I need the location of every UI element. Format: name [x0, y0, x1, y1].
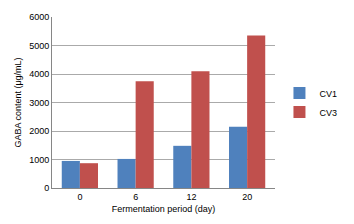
svg-text:12: 12	[186, 192, 196, 202]
svg-text:20: 20	[242, 192, 252, 202]
svg-text:3000: 3000	[29, 98, 49, 108]
svg-text:4000: 4000	[29, 69, 49, 79]
svg-text:1000: 1000	[29, 155, 49, 165]
svg-text:0: 0	[44, 183, 49, 193]
svg-text:6: 6	[133, 192, 138, 202]
svg-text:Fermentation period (day): Fermentation period (day)	[112, 204, 216, 214]
svg-text:2000: 2000	[29, 126, 49, 136]
svg-text:5000: 5000	[29, 41, 49, 51]
svg-text:6000: 6000	[29, 12, 49, 22]
svg-text:0: 0	[77, 192, 82, 202]
svg-text:GABA content (μg/mL): GABA content (μg/mL)	[13, 57, 23, 147]
svg-text:CV1: CV1	[319, 89, 337, 99]
svg-text:CV3: CV3	[319, 108, 337, 118]
